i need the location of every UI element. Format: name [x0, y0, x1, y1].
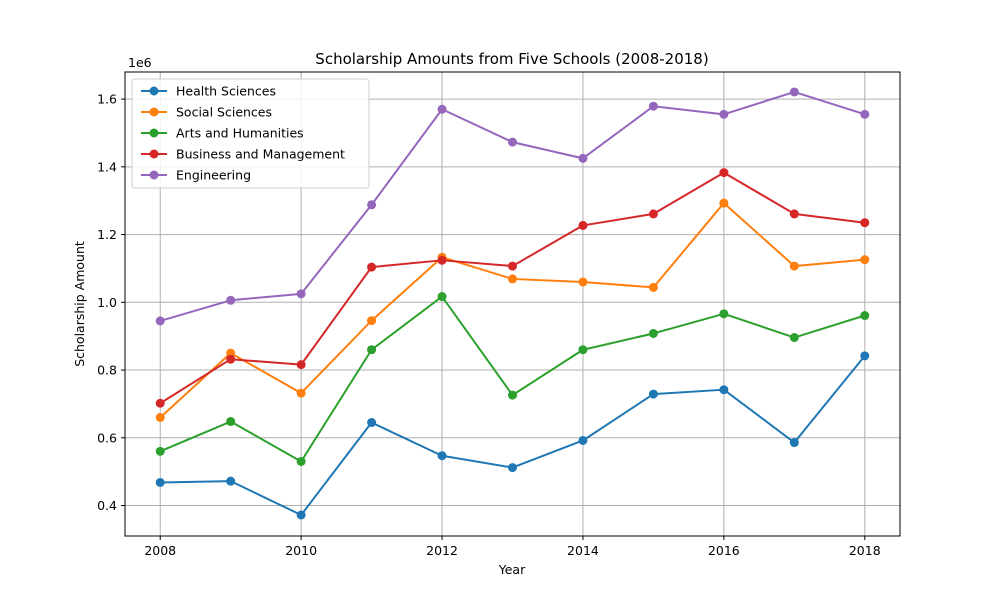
- data-point-engineering: [719, 109, 729, 119]
- data-point-engineering: [508, 137, 517, 147]
- data-point-business-and-management: [296, 360, 306, 370]
- data-point-social-sciences: [296, 388, 306, 398]
- legend-label: Arts and Humanities: [176, 126, 304, 141]
- x-tick-label: 2010: [285, 543, 317, 558]
- chart-title: Scholarship Amounts from Five Schools (2…: [315, 50, 708, 68]
- data-point-arts-and-humanities: [789, 333, 799, 343]
- data-point-social-sciences: [789, 261, 799, 271]
- data-point-engineering: [789, 87, 799, 97]
- y-tick-label: 1.4: [97, 159, 117, 174]
- y-tick-label: 1.6: [97, 92, 117, 107]
- x-tick-label: 2018: [849, 543, 881, 558]
- legend-swatch-marker: [149, 128, 159, 138]
- legend-item-business-and-management: Business and Management: [141, 147, 345, 162]
- data-point-social-sciences: [719, 198, 729, 208]
- y-axis-offset-label: 1e6: [128, 55, 152, 70]
- data-point-social-sciences: [508, 274, 517, 284]
- y-tick-label: 1.0: [97, 295, 117, 310]
- series-engineering: [155, 87, 870, 326]
- data-point-arts-and-humanities: [437, 292, 447, 302]
- legend-swatch-marker: [149, 149, 159, 159]
- data-point-health-sciences: [789, 438, 799, 448]
- data-point-social-sciences: [578, 277, 588, 287]
- data-point-arts-and-humanities: [508, 390, 517, 400]
- y-tick-label: 1.2: [97, 227, 117, 242]
- data-point-arts-and-humanities: [367, 345, 377, 355]
- data-point-engineering: [367, 200, 377, 210]
- legend-label: Health Sciences: [176, 84, 276, 99]
- data-point-arts-and-humanities: [719, 309, 729, 319]
- data-point-health-sciences: [860, 351, 870, 361]
- legend-label: Social Sciences: [176, 105, 272, 120]
- data-point-arts-and-humanities: [860, 311, 870, 321]
- data-point-social-sciences: [860, 255, 870, 265]
- data-point-arts-and-humanities: [648, 328, 658, 338]
- series-layer: [155, 87, 870, 520]
- x-tick-label: 2016: [708, 543, 740, 558]
- data-point-health-sciences: [508, 463, 517, 473]
- data-point-engineering: [226, 295, 236, 305]
- x-axis-label: Year: [498, 562, 526, 577]
- data-point-social-sciences: [648, 282, 658, 292]
- data-point-business-and-management: [508, 261, 517, 271]
- data-point-engineering: [578, 153, 588, 163]
- legend-label: Engineering: [176, 168, 251, 183]
- legend-box: [131, 78, 370, 189]
- data-point-business-and-management: [719, 168, 729, 178]
- axis-ticks: 2008 2010 2012 2014 2016 2018 0.4 0.6 0.8 1.0 1.2 1…: [97, 92, 881, 558]
- data-point-social-sciences: [367, 316, 377, 326]
- data-point-health-sciences: [367, 418, 377, 428]
- data-point-arts-and-humanities: [155, 446, 165, 456]
- data-point-arts-and-humanities: [226, 417, 236, 427]
- legend-swatch-marker: [149, 107, 159, 117]
- y-axis-label: Scholarship Amount: [72, 241, 87, 367]
- data-point-business-and-management: [860, 218, 870, 228]
- legend-item-engineering: Engineering: [141, 168, 251, 183]
- data-point-engineering: [860, 109, 870, 119]
- data-point-health-sciences: [155, 477, 165, 487]
- legend-swatch-marker: [149, 170, 159, 180]
- series-social-sciences: [155, 198, 870, 422]
- data-point-health-sciences: [296, 510, 306, 520]
- data-point-engineering: [296, 289, 306, 299]
- series-business-and-management: [155, 168, 870, 408]
- legend-item-arts-and-humanities: Arts and Humanities: [141, 126, 304, 141]
- data-point-arts-and-humanities: [578, 345, 588, 355]
- data-point-business-and-management: [226, 354, 236, 364]
- data-point-business-and-management: [578, 220, 588, 230]
- data-point-engineering: [155, 316, 165, 326]
- series-health-sciences: [155, 351, 870, 520]
- legend: Health Sciences Social Sciences Arts and H…: [131, 78, 370, 189]
- data-point-health-sciences: [719, 385, 729, 395]
- data-point-health-sciences: [578, 435, 588, 445]
- x-tick-label: 2012: [426, 543, 458, 558]
- data-point-business-and-management: [155, 398, 165, 408]
- data-point-business-and-management: [789, 209, 799, 219]
- data-point-health-sciences: [437, 451, 447, 461]
- plot-frame: [124, 71, 901, 537]
- grid-lines: [125, 72, 900, 536]
- data-point-health-sciences: [648, 389, 658, 399]
- data-point-engineering: [648, 101, 658, 111]
- data-point-business-and-management: [367, 262, 377, 272]
- legend-swatch-marker: [149, 86, 159, 96]
- data-point-arts-and-humanities: [296, 456, 306, 466]
- data-point-business-and-management: [437, 255, 447, 265]
- legend-item-social-sciences: Social Sciences: [141, 105, 272, 120]
- y-tick-label: 0.8: [97, 363, 117, 378]
- legend-label: Business and Management: [176, 147, 345, 162]
- data-point-business-and-management: [648, 209, 658, 219]
- x-tick-label: 2008: [144, 543, 176, 558]
- x-tick-label: 2014: [567, 543, 599, 558]
- y-tick-label: 0.6: [97, 430, 117, 445]
- data-point-social-sciences: [155, 412, 165, 422]
- series-arts-and-humanities: [155, 292, 870, 466]
- legend-item-health-sciences: Health Sciences: [141, 84, 276, 99]
- y-tick-label: 0.4: [97, 498, 117, 513]
- data-point-health-sciences: [226, 476, 236, 486]
- data-point-engineering: [437, 104, 447, 114]
